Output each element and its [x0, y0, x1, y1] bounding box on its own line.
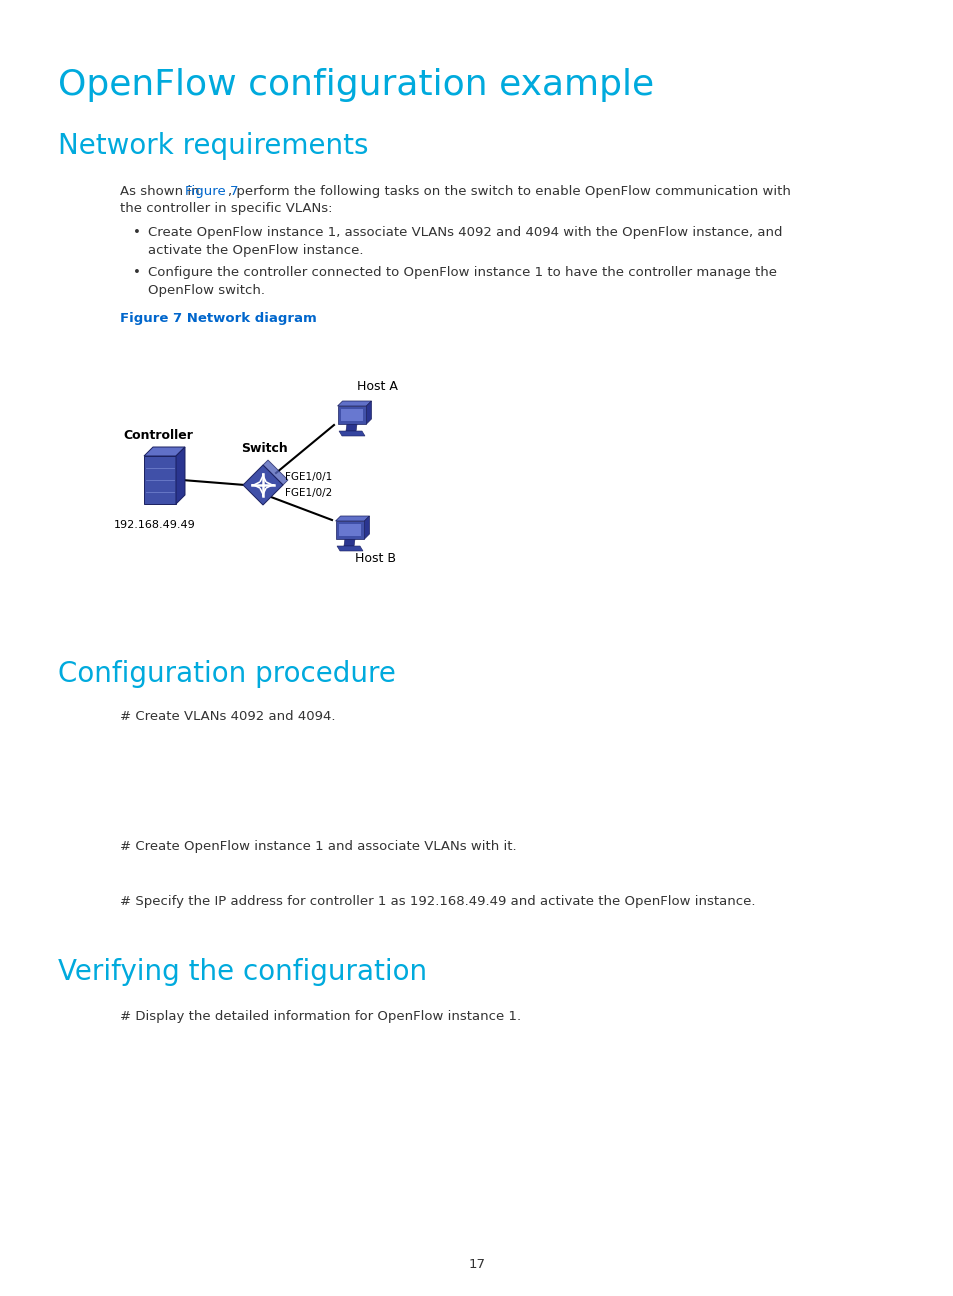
Text: Host B: Host B: [355, 552, 395, 565]
Text: , perform the following tasks on the switch to enable OpenFlow communication wit: , perform the following tasks on the swi…: [228, 185, 790, 198]
Polygon shape: [335, 516, 369, 521]
Text: activate the OpenFlow instance.: activate the OpenFlow instance.: [148, 244, 363, 257]
Text: FGE1/0/1: FGE1/0/1: [285, 472, 332, 482]
Text: FGE1/0/2: FGE1/0/2: [285, 489, 332, 498]
Text: # Specify the IP address for controller 1 as 192.168.49.49 and activate the Open: # Specify the IP address for controller …: [120, 896, 755, 908]
Text: Create OpenFlow instance 1, associate VLANs 4092 and 4094 with the OpenFlow inst: Create OpenFlow instance 1, associate VL…: [148, 226, 781, 238]
Text: Host A: Host A: [356, 380, 397, 393]
Polygon shape: [338, 432, 365, 435]
Text: Verifying the configuration: Verifying the configuration: [58, 958, 427, 986]
Text: # Create OpenFlow instance 1 and associate VLANs with it.: # Create OpenFlow instance 1 and associa…: [120, 840, 517, 853]
Polygon shape: [144, 447, 185, 456]
Text: 192.168.49.49: 192.168.49.49: [114, 520, 195, 530]
Text: •: •: [132, 266, 141, 279]
Text: •: •: [132, 226, 141, 238]
Polygon shape: [144, 456, 175, 504]
Text: the controller in specific VLANs:: the controller in specific VLANs:: [120, 202, 333, 215]
Text: Network requirements: Network requirements: [58, 132, 368, 159]
Text: Configure the controller connected to OpenFlow instance 1 to have the controller: Configure the controller connected to Op…: [148, 266, 776, 279]
Text: Switch: Switch: [241, 442, 288, 455]
Polygon shape: [337, 406, 366, 424]
Polygon shape: [337, 400, 371, 406]
Polygon shape: [364, 516, 369, 539]
Polygon shape: [175, 447, 185, 504]
Polygon shape: [243, 465, 283, 505]
Text: Configuration procedure: Configuration procedure: [58, 660, 395, 688]
Text: OpenFlow configuration example: OpenFlow configuration example: [58, 67, 654, 102]
Text: 17: 17: [468, 1258, 485, 1271]
Text: # Display the detailed information for OpenFlow instance 1.: # Display the detailed information for O…: [120, 1010, 520, 1023]
Text: Figure 7: Figure 7: [185, 185, 238, 198]
Polygon shape: [335, 521, 364, 539]
Text: # Create VLANs 4092 and 4094.: # Create VLANs 4092 and 4094.: [120, 710, 335, 723]
Polygon shape: [346, 424, 356, 432]
Polygon shape: [340, 410, 363, 421]
Polygon shape: [263, 460, 288, 485]
Text: Controller: Controller: [123, 429, 193, 442]
Text: Figure 7 Network diagram: Figure 7 Network diagram: [120, 312, 316, 325]
Polygon shape: [344, 539, 355, 546]
Polygon shape: [366, 400, 371, 424]
Polygon shape: [338, 524, 361, 537]
Text: As shown in: As shown in: [120, 185, 204, 198]
Polygon shape: [336, 546, 363, 551]
Text: OpenFlow switch.: OpenFlow switch.: [148, 284, 265, 297]
